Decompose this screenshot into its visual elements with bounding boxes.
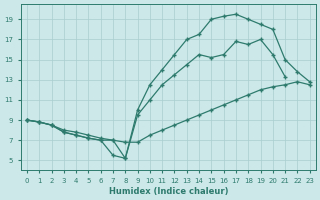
X-axis label: Humidex (Indice chaleur): Humidex (Indice chaleur) bbox=[108, 187, 228, 196]
